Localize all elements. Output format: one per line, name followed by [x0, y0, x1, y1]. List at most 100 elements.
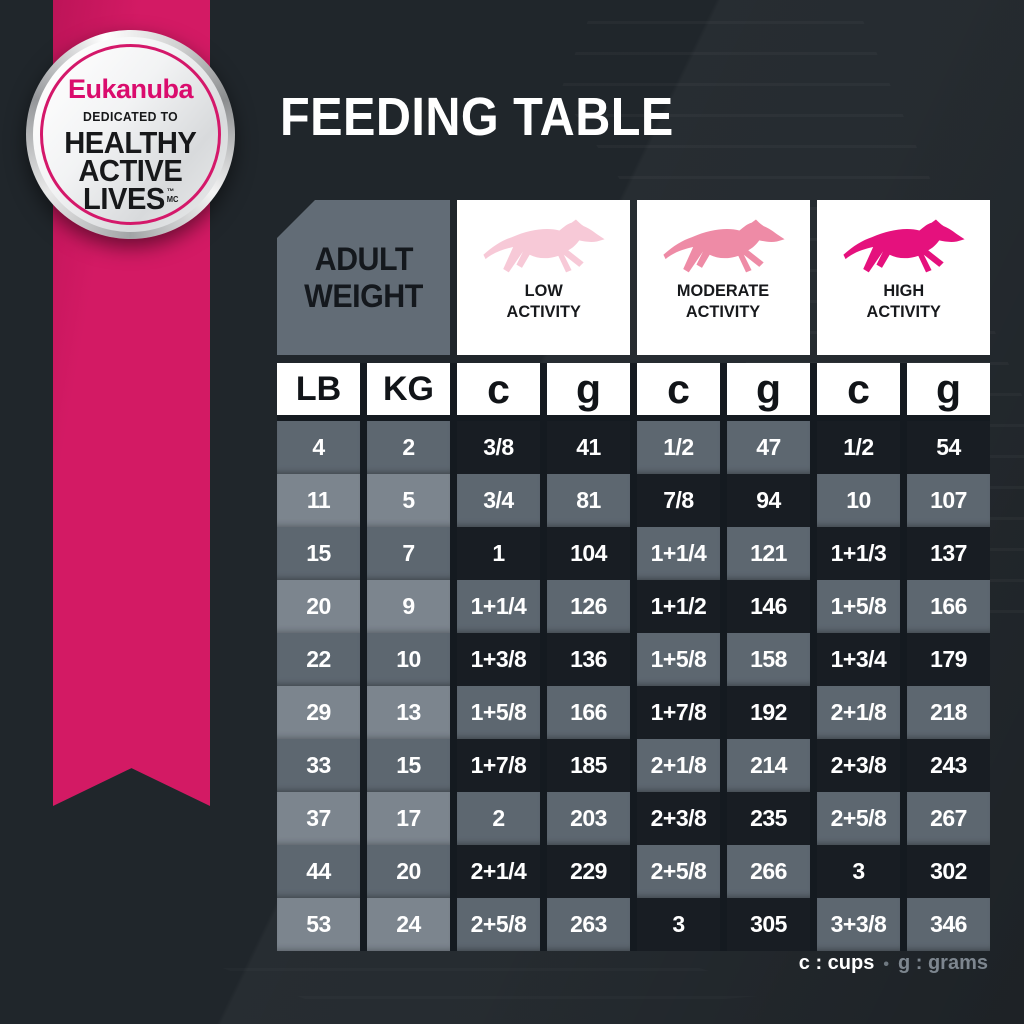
legend-bullet-icon: •: [883, 956, 889, 973]
feeding-cell-r3-c7: 1+1/3: [817, 527, 900, 580]
feeding-cell-r2-c3: 3/4: [457, 474, 540, 527]
feeding-cell-r10-c3: 2+5/8: [457, 898, 540, 951]
feeding-cell-r3-c8: 137: [907, 527, 990, 580]
feeding-cell-r6-c8: 218: [907, 686, 990, 739]
unit-header-g-5: g: [727, 363, 810, 415]
feeding-cell-r3-c2: 7: [367, 527, 450, 580]
feeding-cell-r9-c6: 266: [727, 845, 810, 898]
feeding-cell-r4-c7: 1+5/8: [817, 580, 900, 633]
feeding-cell-r2-c8: 107: [907, 474, 990, 527]
feeding-cell-r9-c7: 3: [817, 845, 900, 898]
feeding-cell-r3-c1: 15: [277, 527, 360, 580]
feeding-grid: 4 2 3/8 41 1/2 47 1/2 54 11 5 3/4 81 7/8 94 10 107 15 7 1 1…: [277, 421, 990, 951]
feeding-cell-r4-c1: 20: [277, 580, 360, 633]
feeding-cell-r9-c1: 44: [277, 845, 360, 898]
feeding-cell-r6-c3: 1+5/8: [457, 686, 540, 739]
feeding-cell-r10-c6: 305: [727, 898, 810, 951]
feeding-cell-r9-c3: 2+1/4: [457, 845, 540, 898]
unit-header-kg-1: KG: [367, 363, 450, 415]
feeding-cell-r10-c5: 3: [637, 898, 720, 951]
trademark-mark: ™ MC: [166, 187, 179, 204]
feeding-cell-r2-c6: 94: [727, 474, 810, 527]
feeding-cell-r1-c6: 47: [727, 421, 810, 474]
units-legend: c : cups • g : grams: [799, 952, 988, 975]
running-dog-icon: [662, 219, 785, 273]
feeding-cell-r7-c2: 15: [367, 739, 450, 792]
feeding-cell-r1-c2: 2: [367, 421, 450, 474]
feeding-cell-r8-c3: 2: [457, 792, 540, 845]
adult-weight-line2: WEIGHT: [304, 277, 423, 314]
feeding-cell-r2-c5: 7/8: [637, 474, 720, 527]
feeding-cell-r5-c3: 1+3/8: [457, 633, 540, 686]
feeding-cell-r7-c1: 33: [277, 739, 360, 792]
feeding-cell-r8-c2: 17: [367, 792, 450, 845]
feeding-cell-r1-c1: 4: [277, 421, 360, 474]
unit-header-g-3: g: [547, 363, 630, 415]
activity-header-high: HIGH ACTIVITY: [817, 200, 990, 355]
feeding-cell-r7-c6: 214: [727, 739, 810, 792]
feeding-cell-r1-c7: 1/2: [817, 421, 900, 474]
units-row: LB KG c g c g c g: [277, 363, 990, 415]
badge-lives-text: LIVES: [82, 181, 165, 216]
feeding-cell-r8-c5: 2+3/8: [637, 792, 720, 845]
feeding-cell-r7-c3: 1+7/8: [457, 739, 540, 792]
feeding-cell-r9-c2: 20: [367, 845, 450, 898]
table-header-row: ADULT WEIGHT LOW ACTIVITY MODERATE ACTIVITY…: [277, 200, 990, 355]
activity-header-low: LOW ACTIVITY: [457, 200, 630, 355]
feeding-cell-r3-c4: 104: [547, 527, 630, 580]
feeding-cell-r6-c4: 166: [547, 686, 630, 739]
activity-label-low: LOW ACTIVITY: [506, 281, 581, 321]
feeding-cell-r10-c4: 263: [547, 898, 630, 951]
running-dog-icon: [842, 219, 965, 273]
feeding-cell-r4-c5: 1+1/2: [637, 580, 720, 633]
badge-line-lives: LIVES ™ MC: [82, 181, 179, 216]
feeding-cell-r8-c6: 235: [727, 792, 810, 845]
unit-header-c-2: c: [457, 363, 540, 415]
feeding-cell-r5-c7: 1+3/4: [817, 633, 900, 686]
unit-header-g-7: g: [907, 363, 990, 415]
feeding-cell-r6-c7: 2+1/8: [817, 686, 900, 739]
activity-label-moderate: MODERATE ACTIVITY: [677, 281, 770, 321]
feeding-cell-r6-c2: 13: [367, 686, 450, 739]
feeding-cell-r5-c6: 158: [727, 633, 810, 686]
feeding-cell-r9-c5: 2+5/8: [637, 845, 720, 898]
activity-header-moderate: MODERATE ACTIVITY: [637, 200, 810, 355]
feeding-cell-r9-c8: 302: [907, 845, 990, 898]
feeding-cell-r3-c5: 1+1/4: [637, 527, 720, 580]
page-title: FEEDING TABLE: [280, 87, 674, 147]
feeding-cell-r6-c6: 192: [727, 686, 810, 739]
feeding-cell-r8-c1: 37: [277, 792, 360, 845]
feeding-cell-r3-c6: 121: [727, 527, 810, 580]
unit-header-lb-0: LB: [277, 363, 360, 415]
feeding-cell-r5-c1: 22: [277, 633, 360, 686]
feeding-cell-r7-c8: 243: [907, 739, 990, 792]
feeding-cell-r4-c3: 1+1/4: [457, 580, 540, 633]
feeding-cell-r5-c5: 1+5/8: [637, 633, 720, 686]
feeding-cell-r2-c1: 11: [277, 474, 360, 527]
feeding-cell-r10-c1: 53: [277, 898, 360, 951]
unit-header-c-6: c: [817, 363, 900, 415]
legend-grams: g : grams: [897, 952, 988, 974]
feeding-cell-r10-c7: 3+3/8: [817, 898, 900, 951]
feeding-cell-r4-c8: 166: [907, 580, 990, 633]
adult-weight-line1: ADULT: [314, 240, 413, 277]
feeding-cell-r7-c7: 2+3/8: [817, 739, 900, 792]
feeding-cell-r3-c3: 1: [457, 527, 540, 580]
feeding-cell-r5-c2: 10: [367, 633, 450, 686]
badge-line-active: ACTIVE: [78, 153, 183, 188]
adult-weight-header: ADULT WEIGHT: [277, 200, 450, 355]
feeding-cell-r6-c5: 1+7/8: [637, 686, 720, 739]
feeding-cell-r5-c8: 179: [907, 633, 990, 686]
feeding-cell-r10-c2: 24: [367, 898, 450, 951]
brand-badge: Eukanuba DEDICATED TO HEALTHY ACTIVE LIV…: [26, 30, 235, 239]
badge-tagline: DEDICATED TO: [82, 109, 179, 124]
feeding-cell-r1-c4: 41: [547, 421, 630, 474]
feeding-cell-r5-c4: 136: [547, 633, 630, 686]
feeding-cell-r8-c8: 267: [907, 792, 990, 845]
feeding-cell-r4-c4: 126: [547, 580, 630, 633]
feeding-cell-r9-c4: 229: [547, 845, 630, 898]
legend-cups: c : cups: [798, 952, 875, 974]
feeding-cell-r8-c4: 203: [547, 792, 630, 845]
feeding-cell-r10-c8: 346: [907, 898, 990, 951]
